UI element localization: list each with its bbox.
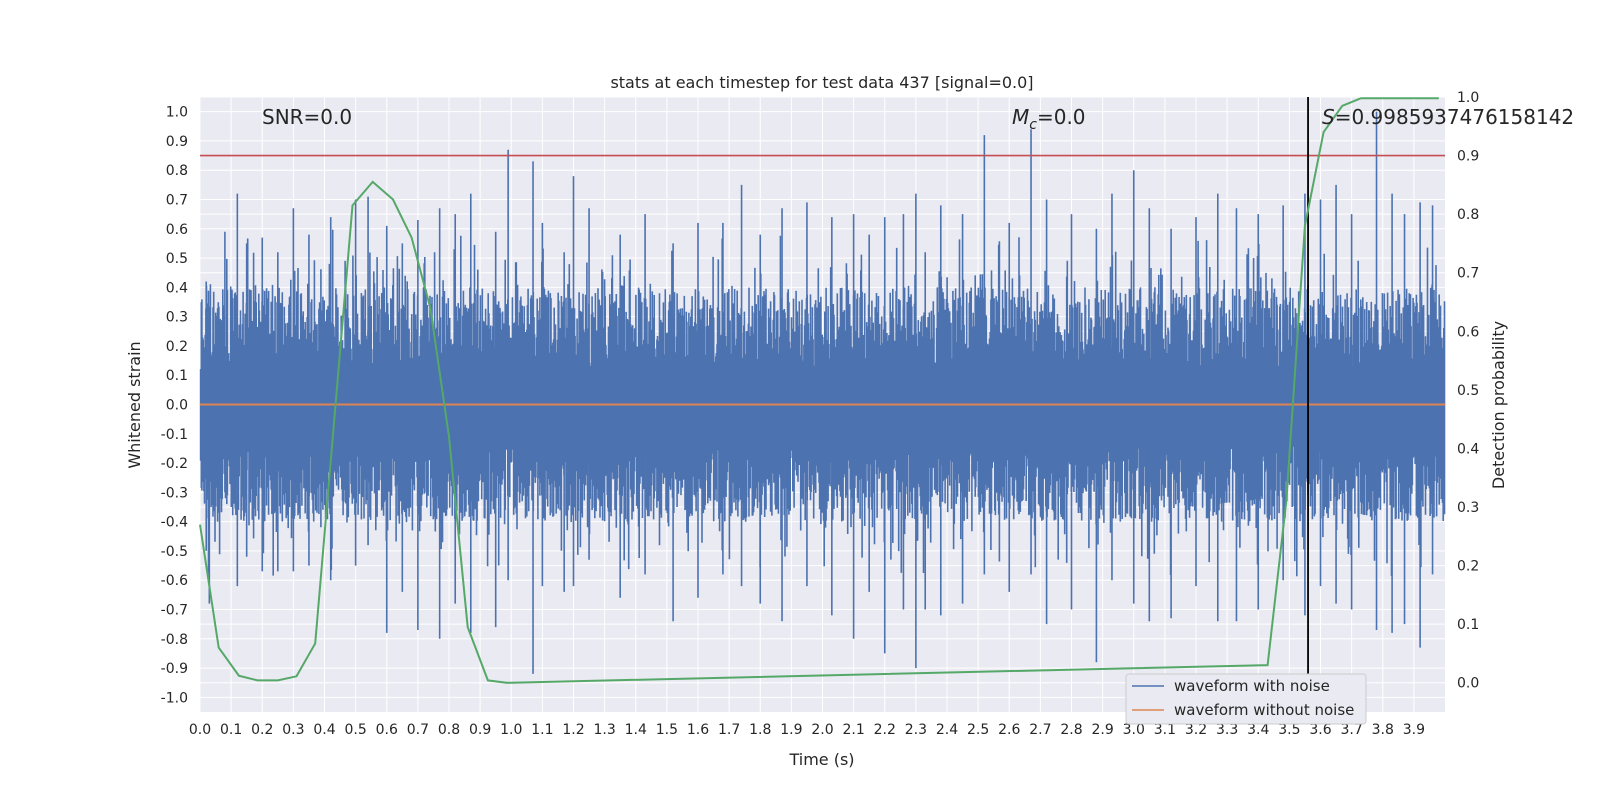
y-left-tick-label: -0.4 xyxy=(161,515,188,531)
y-right-tick-label: 0.1 xyxy=(1457,617,1479,633)
x-tick-label: 2.9 xyxy=(1091,722,1113,738)
x-tick-label: 1.6 xyxy=(687,722,709,738)
y-left-tick-label: -0.7 xyxy=(161,603,188,619)
x-tick-label: 2.4 xyxy=(936,722,958,738)
x-tick-label: 0.6 xyxy=(376,722,398,738)
chart-title: stats at each timestep for test data 437… xyxy=(610,73,1033,92)
s-annotation: S=0.9985937476158142 xyxy=(1322,105,1574,129)
y-left-tick-label: -0.8 xyxy=(161,632,188,648)
y-left-tick-label: -1.0 xyxy=(161,690,188,706)
x-tick-label: 3.4 xyxy=(1247,722,1269,738)
x-tick-label: 2.3 xyxy=(905,722,927,738)
x-tick-label: 2.0 xyxy=(811,722,833,738)
x-tick-label: 3.2 xyxy=(1185,722,1207,738)
x-tick-label: 0.8 xyxy=(438,722,460,738)
y-left-tick-label: -0.1 xyxy=(161,427,188,443)
y-right-tick-label: 1.0 xyxy=(1457,90,1479,106)
x-tick-label: 0.2 xyxy=(251,722,273,738)
y-left-tick-label: -0.3 xyxy=(161,485,188,501)
y-axis-label-right: Detection probability xyxy=(1489,321,1508,489)
y-left-tick-label: 0.1 xyxy=(166,368,188,384)
y-left-tick-label: -0.2 xyxy=(161,456,188,472)
y-right-tick-label: 0.7 xyxy=(1457,266,1479,282)
x-tick-label: 1.0 xyxy=(500,722,522,738)
x-tick-label: 1.8 xyxy=(749,722,771,738)
legend-label-noise: waveform with noise xyxy=(1174,677,1330,695)
x-tick-label: 1.4 xyxy=(625,722,647,738)
x-tick-label: 2.5 xyxy=(967,722,989,738)
y-left-tick-label: 0.4 xyxy=(166,280,188,296)
x-tick-label: 3.5 xyxy=(1278,722,1300,738)
y-right-tick-label: 0.2 xyxy=(1457,559,1479,575)
legend-box xyxy=(1125,673,1367,725)
x-tick-label: 1.5 xyxy=(656,722,678,738)
x-tick-label: 0.4 xyxy=(313,722,335,738)
x-tick-label: 0.5 xyxy=(344,722,366,738)
x-tick-label: 0.0 xyxy=(189,722,211,738)
y-axis-label-left: Whitened strain xyxy=(125,341,144,468)
x-tick-label: 2.7 xyxy=(1029,722,1051,738)
y-right-tick-label: 0.9 xyxy=(1457,149,1479,165)
x-tick-label: 1.1 xyxy=(531,722,553,738)
x-tick-label: 3.0 xyxy=(1123,722,1145,738)
y-left-tick-label: 0.5 xyxy=(166,251,188,267)
y-left-tick-label: 0.0 xyxy=(166,398,188,414)
legend: waveform with noise waveform without noi… xyxy=(1125,673,1367,725)
y-right-tick-label: 0.8 xyxy=(1457,207,1479,223)
y-left-ticks: -1.0 -0.9 -0.8 -0.7 -0.6 -0.5 -0.4 -0.3 -0.2 -0.1… xyxy=(161,105,188,707)
y-left-tick-label: 0.2 xyxy=(166,339,188,355)
y-right-tick-label: 0.6 xyxy=(1457,324,1479,340)
series-detection-probability xyxy=(199,97,1439,684)
x-tick-label: 3.3 xyxy=(1216,722,1238,738)
x-tick-label: 3.9 xyxy=(1403,722,1425,738)
x-tick-label: 1.2 xyxy=(562,722,584,738)
y-left-tick-label: 1.0 xyxy=(166,105,188,121)
y-left-tick-label: 0.6 xyxy=(166,222,188,238)
x-tick-label: 2.8 xyxy=(1060,722,1082,738)
x-tick-label: 3.8 xyxy=(1372,722,1394,738)
snr-annotation: SNR=0.0 xyxy=(262,105,352,129)
legend-label-clean: waveform without noise xyxy=(1174,701,1354,719)
x-tick-label: 0.7 xyxy=(407,722,429,738)
x-tick-label: 2.6 xyxy=(998,722,1020,738)
y-left-tick-label: -0.6 xyxy=(161,573,188,589)
x-tick-label: 0.3 xyxy=(282,722,304,738)
y-right-tick-label: 0.3 xyxy=(1457,500,1479,516)
x-axis-label: Time (s) xyxy=(788,750,854,769)
probability-line xyxy=(199,97,1439,684)
x-tick-label: 0.1 xyxy=(220,722,242,738)
y-left-tick-label: -0.5 xyxy=(161,544,188,560)
x-tick-label: 2.2 xyxy=(874,722,896,738)
y-right-tick-label: 0.0 xyxy=(1457,676,1479,692)
mc-annotation: Mc=0.0 xyxy=(1012,105,1086,133)
y-left-tick-label: -0.9 xyxy=(161,661,188,677)
x-tick-label: 1.3 xyxy=(593,722,615,738)
y-left-tick-label: 0.7 xyxy=(166,193,188,209)
y-right-ticks: 0.0 0.1 0.2 0.3 0.4 0.5 0.6 0.7 0.8 0.9 1.0 xyxy=(1457,90,1479,692)
x-tick-label: 0.9 xyxy=(469,722,491,738)
x-tick-label: 3.7 xyxy=(1340,722,1362,738)
x-tick-label: 3.1 xyxy=(1154,722,1176,738)
y-left-tick-label: 0.9 xyxy=(166,134,188,150)
x-tick-label: 2.1 xyxy=(842,722,864,738)
x-tick-label: 1.7 xyxy=(718,722,740,738)
y-right-tick-label: 0.5 xyxy=(1457,383,1479,399)
x-tick-label: 3.6 xyxy=(1309,722,1331,738)
y-left-tick-label: 0.8 xyxy=(166,163,188,179)
x-ticks: 0.0 0.1 0.2 0.3 0.4 0.5 0.6 0.7 0.8 0.9 1.0 1.1 1.2 1… xyxy=(189,722,1425,738)
y-left-tick-label: 0.3 xyxy=(166,310,188,326)
y-right-tick-label: 0.4 xyxy=(1457,441,1479,457)
reference-lines xyxy=(200,97,1445,712)
x-tick-label: 1.9 xyxy=(780,722,802,738)
